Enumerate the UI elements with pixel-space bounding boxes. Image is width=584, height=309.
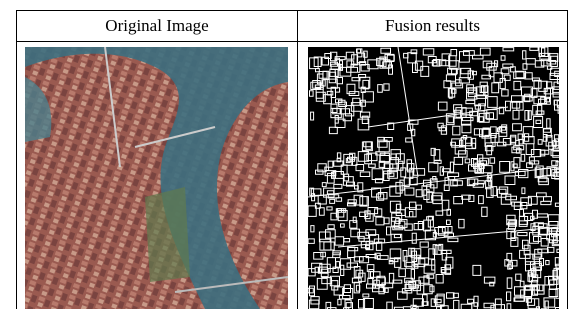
column-divider	[297, 10, 298, 309]
page: Original Image Fusion results (() => { c…	[0, 0, 584, 309]
header-cell: Fusion results	[298, 10, 567, 41]
header-divider	[16, 41, 568, 42]
original-image	[25, 47, 288, 309]
header-cell: Original Image	[17, 10, 297, 41]
fusion-image	[308, 47, 559, 309]
